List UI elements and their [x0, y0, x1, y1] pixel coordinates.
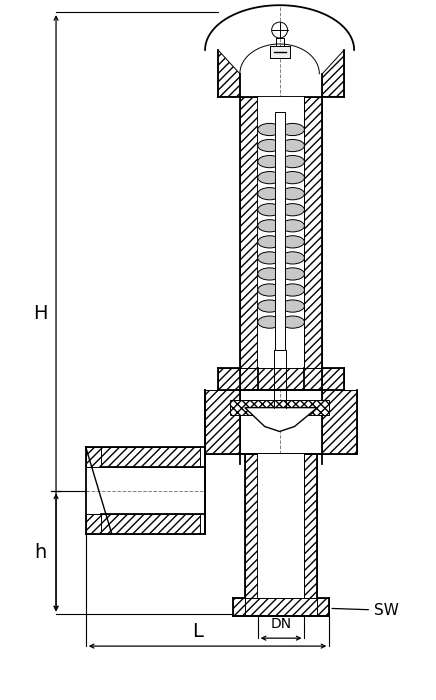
Ellipse shape	[258, 316, 282, 328]
Ellipse shape	[281, 236, 304, 248]
Ellipse shape	[258, 268, 282, 280]
Ellipse shape	[281, 268, 304, 280]
Bar	[86, 514, 200, 534]
Bar	[230, 400, 329, 414]
Bar	[245, 598, 317, 616]
Bar	[304, 97, 322, 368]
Ellipse shape	[258, 220, 282, 232]
Ellipse shape	[258, 172, 282, 183]
Ellipse shape	[258, 284, 282, 296]
Ellipse shape	[258, 300, 282, 312]
Ellipse shape	[258, 204, 282, 216]
Ellipse shape	[258, 236, 282, 248]
Ellipse shape	[281, 139, 304, 152]
Text: h: h	[34, 543, 46, 562]
Polygon shape	[245, 407, 317, 431]
Bar	[240, 97, 258, 368]
Ellipse shape	[258, 188, 282, 200]
Ellipse shape	[281, 172, 304, 183]
Bar	[233, 598, 245, 616]
Ellipse shape	[281, 155, 304, 168]
Ellipse shape	[258, 139, 282, 152]
Bar	[205, 390, 240, 454]
Ellipse shape	[258, 252, 282, 264]
Bar	[258, 454, 304, 598]
Ellipse shape	[281, 284, 304, 296]
Bar	[304, 454, 317, 598]
Ellipse shape	[258, 123, 282, 136]
Bar	[245, 454, 258, 598]
Text: L: L	[192, 622, 203, 640]
Polygon shape	[322, 50, 344, 97]
Ellipse shape	[258, 155, 282, 168]
Bar	[258, 97, 304, 368]
Bar	[86, 447, 200, 467]
Ellipse shape	[281, 204, 304, 216]
Text: SW: SW	[332, 603, 399, 618]
Text: H: H	[33, 304, 48, 323]
Ellipse shape	[281, 220, 304, 232]
Bar	[322, 368, 344, 390]
Bar	[240, 368, 322, 390]
Ellipse shape	[281, 252, 304, 264]
Bar	[322, 390, 357, 454]
Ellipse shape	[281, 188, 304, 200]
Ellipse shape	[281, 316, 304, 328]
Circle shape	[272, 22, 288, 38]
Polygon shape	[218, 50, 240, 97]
Text: DN: DN	[270, 617, 292, 631]
Bar	[270, 46, 290, 58]
Ellipse shape	[281, 300, 304, 312]
Bar	[317, 598, 329, 616]
Bar	[275, 111, 285, 350]
Bar	[218, 368, 240, 390]
Ellipse shape	[281, 123, 304, 136]
